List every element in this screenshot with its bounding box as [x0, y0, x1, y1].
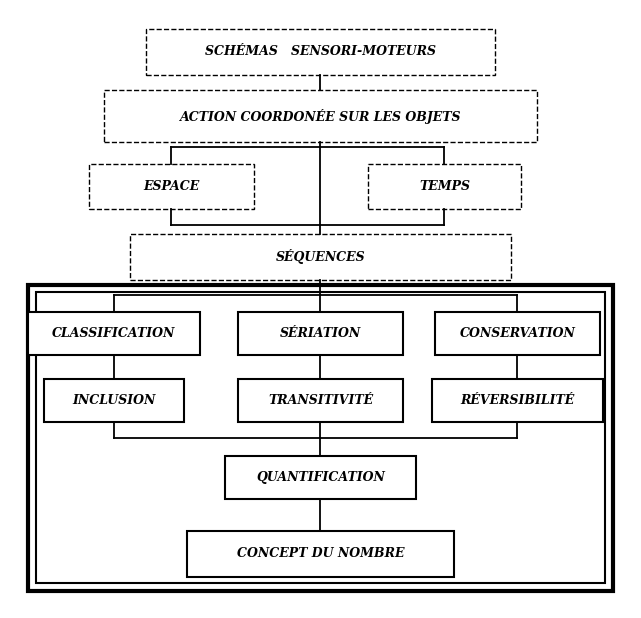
Bar	[146, 29, 495, 75]
Text: CONSERVATION: CONSERVATION	[460, 327, 576, 340]
Text: RÉVERSIBILITÉ: RÉVERSIBILITÉ	[460, 394, 574, 407]
Text: ACTION COORDONÉE SUR LES OBJETS: ACTION COORDONÉE SUR LES OBJETS	[179, 109, 462, 124]
Text: ESPACE: ESPACE	[143, 180, 199, 193]
Bar	[104, 90, 537, 142]
Text: INCLUSION: INCLUSION	[72, 394, 156, 407]
Text: SÉRIATION: SÉRIATION	[280, 327, 361, 340]
Text: CONCEPT DU NOMBRE: CONCEPT DU NOMBRE	[237, 548, 404, 561]
Text: QUANTIFICATION: QUANTIFICATION	[256, 471, 385, 484]
Text: SÉQUENCES: SÉQUENCES	[276, 250, 365, 265]
Bar	[431, 379, 603, 422]
Text: SCHÉMAS   SENSORI-MOTEURS: SCHÉMAS SENSORI-MOTEURS	[205, 45, 436, 58]
Bar	[36, 292, 605, 583]
Text: CLASSIFICATION: CLASSIFICATION	[53, 327, 176, 340]
Bar	[28, 312, 200, 355]
Bar	[225, 456, 416, 499]
Bar	[88, 164, 254, 210]
Bar	[238, 312, 403, 355]
Bar	[130, 234, 511, 280]
Bar	[238, 379, 403, 422]
Text: TEMPS: TEMPS	[419, 180, 470, 193]
Bar	[368, 164, 520, 210]
Bar	[187, 531, 454, 577]
Bar	[28, 284, 613, 591]
Text: TRANSITIVITÉ: TRANSITIVITÉ	[268, 394, 373, 407]
Bar	[44, 379, 184, 422]
Bar	[435, 312, 600, 355]
